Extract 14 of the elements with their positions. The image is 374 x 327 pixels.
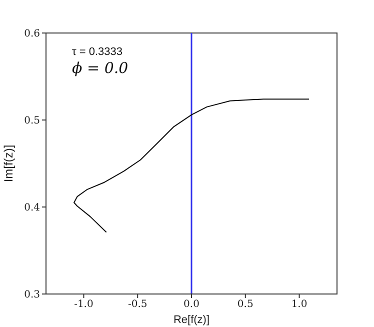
y-tick-label: 0.5	[24, 116, 40, 127]
annotation: ϕ = 0.0	[72, 59, 129, 77]
x-axis-title: Re[f(z)]	[173, 314, 210, 326]
x-tick-label: -0.5	[128, 299, 148, 310]
y-tick-label: 0.6	[24, 28, 40, 40]
x-tick-label: 0.5	[237, 299, 254, 310]
y-axis-title: Im[f(z)]	[1, 144, 16, 182]
annotation: τ = 0.3333	[72, 46, 123, 58]
y-tick-label: 0.4	[24, 202, 40, 214]
y-tick-label: 0.3	[24, 290, 40, 301]
x-tick-label: 1.0	[291, 299, 308, 310]
x-tick-label: 0.0	[184, 299, 200, 310]
x-tick-label: -1.0	[74, 299, 94, 310]
line-series	[74, 98, 310, 233]
